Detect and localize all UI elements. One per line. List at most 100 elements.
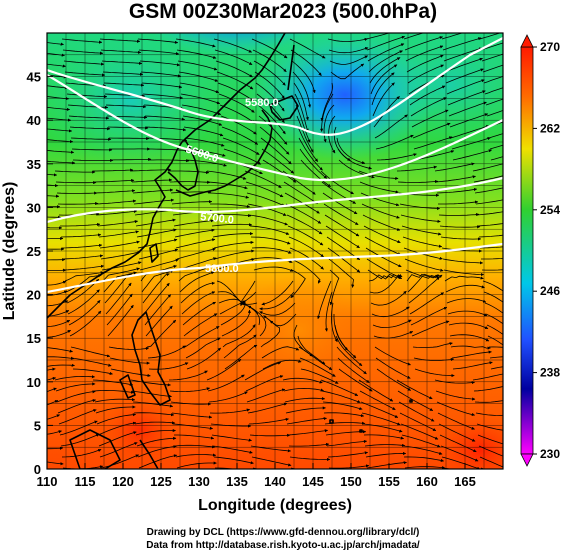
streamline	[251, 38, 288, 59]
streamline	[482, 64, 503, 73]
streamline	[374, 114, 408, 139]
streamline	[368, 50, 403, 73]
contour-label-5700: 5700.0	[200, 211, 235, 226]
streamline	[47, 387, 57, 393]
streamline	[437, 412, 475, 430]
streamline	[412, 122, 451, 139]
streamline	[62, 49, 104, 55]
streamline	[220, 115, 257, 135]
streamline	[443, 269, 485, 277]
streamline	[256, 93, 285, 124]
streamline	[110, 368, 151, 378]
streamline	[328, 464, 370, 469]
streamline	[374, 346, 411, 366]
height-contours	[47, 37, 503, 294]
streamline	[478, 445, 503, 457]
streamline	[261, 346, 300, 359]
streamline	[368, 273, 402, 282]
streamline	[67, 104, 109, 109]
streamline	[401, 225, 442, 236]
colorbar-tick-label: 254	[540, 203, 560, 217]
y-tick-label: 15	[27, 331, 41, 346]
streamline	[369, 273, 403, 294]
streamline	[47, 63, 66, 68]
streamline	[337, 148, 372, 170]
x-axis: 110 115 120 125 130 135 140 145 150 155 160 165	[37, 463, 476, 489]
streamline	[69, 310, 102, 337]
streamline	[335, 335, 363, 367]
streamline	[480, 42, 503, 51]
streamline	[246, 388, 286, 403]
streamline	[142, 273, 170, 304]
streamline	[443, 47, 483, 62]
y-tick-label: 20	[27, 288, 41, 303]
streamline	[262, 359, 302, 370]
streamline	[210, 203, 251, 208]
streamline	[484, 87, 503, 95]
streamline	[133, 412, 175, 417]
streamline	[212, 445, 253, 454]
streamline	[148, 362, 189, 370]
streamline	[47, 446, 64, 450]
streamline	[70, 137, 112, 141]
streamline	[171, 200, 213, 205]
streamline	[438, 423, 476, 442]
streamline	[105, 104, 147, 109]
streamline	[185, 337, 221, 359]
streamline	[440, 236, 482, 241]
streamline	[47, 376, 57, 381]
x-tick-label: 145	[302, 474, 324, 489]
streamline	[476, 423, 503, 431]
streamline	[407, 64, 444, 84]
streamline	[405, 45, 444, 62]
streamline	[444, 57, 483, 73]
streamline	[323, 412, 365, 418]
streamline	[47, 247, 65, 251]
streamline	[372, 82, 395, 117]
streamline	[289, 456, 331, 461]
streamline	[451, 350, 492, 359]
streamline	[176, 461, 217, 469]
streamline	[414, 150, 455, 161]
wind-streamlines	[47, 33, 503, 469]
streamline	[482, 280, 503, 292]
streamline	[64, 271, 104, 282]
streamline	[403, 33, 425, 40]
streamline	[68, 300, 101, 326]
streamline	[181, 104, 222, 116]
streamline	[61, 243, 103, 249]
streamline	[206, 358, 242, 381]
streamline	[439, 225, 481, 229]
contour-5580	[47, 37, 503, 136]
streamline	[47, 215, 62, 219]
streamline	[367, 269, 400, 280]
streamline	[447, 90, 486, 106]
streamline	[436, 187, 478, 194]
streamline	[54, 375, 96, 381]
streamline	[364, 236, 402, 256]
streamline	[93, 178, 135, 183]
streamline	[259, 291, 295, 311]
streamline	[174, 434, 215, 440]
streamline	[209, 408, 251, 414]
streamline	[486, 324, 503, 335]
streamline	[213, 240, 254, 249]
streamline	[60, 433, 100, 447]
streamline	[328, 258, 355, 288]
y-axis-label: Latitude (degrees)	[1, 182, 18, 321]
streamline	[141, 82, 183, 89]
colorbar-tick-label: 230	[540, 447, 560, 461]
streamline	[141, 269, 174, 293]
streamline	[99, 38, 141, 43]
streamline	[406, 54, 444, 73]
streamline	[96, 209, 138, 216]
streamline	[47, 173, 58, 177]
streamline	[61, 448, 102, 458]
y-tick-label: 40	[27, 113, 41, 128]
contour-5700	[47, 176, 503, 224]
streamline	[322, 401, 363, 411]
streamline	[144, 115, 186, 121]
y-tick-label: 30	[27, 200, 41, 215]
streamline	[445, 68, 484, 84]
streamline	[298, 137, 323, 171]
